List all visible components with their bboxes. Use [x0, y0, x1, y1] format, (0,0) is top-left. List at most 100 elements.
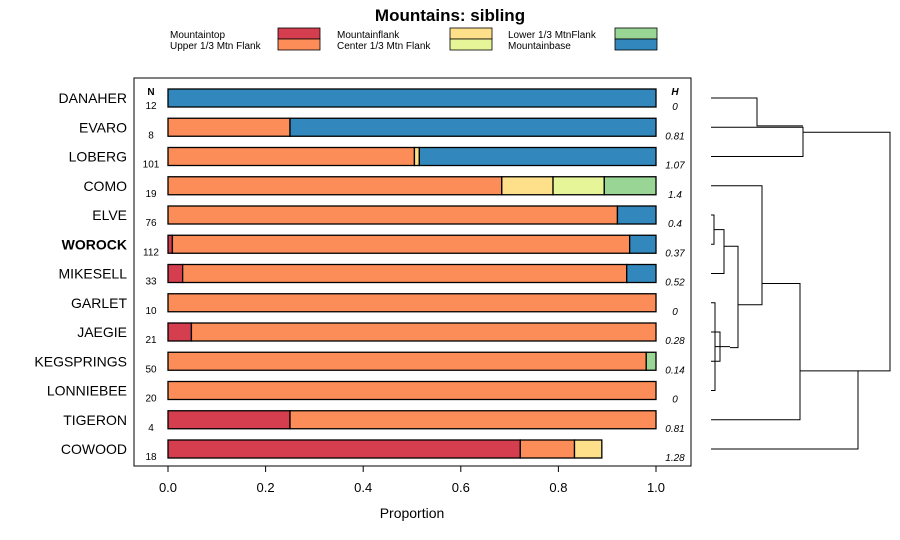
legend-swatch — [614, 38, 658, 51]
chart-title: Mountains: sibling — [375, 6, 525, 25]
site-label: WOROCK — [62, 236, 127, 252]
dendrogram-branch — [711, 229, 725, 274]
site-label: JAEGIE — [77, 324, 127, 340]
bar-segment — [167, 176, 503, 196]
h-value: 0 — [672, 395, 678, 406]
dendrogram-branch — [711, 302, 716, 391]
bar-segment — [603, 176, 657, 196]
plot-frame — [133, 77, 692, 467]
legend-label: Mountainflank — [337, 30, 400, 41]
site-label: COMO — [83, 178, 127, 194]
h-value: 0.14 — [665, 365, 685, 376]
n-value: 20 — [145, 394, 157, 405]
bar-segment — [167, 263, 184, 284]
h-column-header: H — [671, 87, 679, 98]
dendrogram-branch — [711, 214, 715, 245]
bar-segment — [167, 380, 657, 401]
n-value: 12 — [145, 101, 157, 112]
dendrogram-branch — [711, 185, 763, 306]
bar-segment — [289, 117, 657, 137]
h-value: 1.4 — [668, 190, 682, 201]
legend-label: Upper 1/3 Mtn Flank — [170, 41, 262, 52]
bar-segment — [626, 263, 657, 284]
bar-segment — [190, 322, 657, 342]
dendrogram-branch — [711, 97, 803, 127]
n-value: 19 — [145, 189, 157, 200]
n-value: 8 — [148, 130, 154, 141]
h-value: 0 — [672, 102, 678, 113]
bar-segment — [167, 322, 193, 342]
bar-segment — [167, 88, 657, 108]
dendrogram-branch — [711, 283, 801, 421]
site-label: LONNIEBEE — [47, 383, 127, 399]
n-value: 10 — [145, 306, 157, 317]
n-value: 50 — [145, 364, 157, 375]
site-label: ELVE — [92, 207, 127, 223]
n-column-header: N — [147, 87, 154, 98]
site-label: EVARO — [79, 119, 127, 135]
site-label: KEGSPRINGS — [34, 353, 127, 369]
dendrogram — [711, 97, 891, 450]
n-value: 112 — [143, 247, 159, 258]
bar-segment — [167, 439, 521, 459]
legend-swatch — [277, 27, 321, 40]
bar-segment — [616, 205, 657, 225]
n-value: 33 — [145, 277, 157, 288]
dendrogram-branch — [724, 245, 739, 349]
bar-segment — [628, 234, 657, 254]
x-tick-label: 1.0 — [647, 480, 665, 495]
h-value: 1.07 — [665, 161, 685, 172]
site-label: DANAHER — [59, 90, 127, 106]
site-label: MIKESELL — [59, 266, 128, 282]
x-tick-label: 0.0 — [159, 480, 177, 495]
bar-segment — [167, 234, 174, 254]
h-value: 0.81 — [665, 424, 684, 435]
bar-segment — [519, 439, 576, 459]
legend-swatch — [449, 38, 493, 51]
bar-segment — [171, 234, 631, 254]
x-axis: 0.0 0.2 0.4 0.6 0.8 1.0 — [159, 466, 665, 495]
h-value: 0.81 — [665, 131, 684, 142]
bar-segment — [413, 146, 420, 167]
bar-segment — [645, 351, 657, 371]
h-value: 0.52 — [665, 278, 685, 289]
site-label: LOBERG — [69, 149, 127, 165]
dendrogram-root — [803, 131, 891, 372]
bar-segment — [167, 293, 657, 313]
x-axis-label: Proportion — [380, 505, 445, 521]
dendrogram-branch — [711, 126, 804, 157]
bar-segment — [501, 176, 554, 196]
h-value: 0.28 — [665, 336, 685, 347]
bar-segment — [418, 146, 657, 167]
site-label: GARLET — [71, 295, 127, 311]
legend-swatch — [614, 27, 658, 40]
n-value: 4 — [148, 423, 154, 434]
legend-label: Mountaintop — [170, 30, 225, 41]
legend-label: Center 1/3 Mtn Flank — [337, 41, 431, 52]
n-value: 18 — [145, 452, 157, 463]
legend-label: Lower 1/3 MtnFlank — [508, 30, 597, 41]
bar-segment — [181, 263, 628, 284]
bar-segment — [167, 117, 291, 137]
x-tick-label: 0.8 — [549, 480, 567, 495]
x-tick-label: 0.6 — [452, 480, 470, 495]
h-value: 0.37 — [665, 248, 685, 259]
dendrogram-branch — [711, 370, 859, 450]
legend-swatch — [449, 27, 493, 40]
bar-segment — [167, 410, 291, 430]
x-tick-label: 0.2 — [257, 480, 275, 495]
x-tick-label: 0.4 — [354, 480, 372, 495]
bar-segment — [167, 146, 416, 167]
h-value: 0 — [672, 307, 678, 318]
n-value: 101 — [143, 160, 160, 171]
bar-rows: DANAHER 12 0 EVARO 8 0.81 LOBERG 101 1.07 COMO 19 1… — [34, 88, 685, 464]
bar-segment — [573, 439, 603, 459]
legend-label: Mountainbase — [508, 41, 571, 52]
bar-segment — [167, 205, 619, 225]
bar-segment — [167, 351, 647, 371]
h-value: 0.4 — [668, 219, 682, 230]
site-label: TIGERON — [63, 412, 127, 428]
n-value: 21 — [145, 335, 157, 346]
